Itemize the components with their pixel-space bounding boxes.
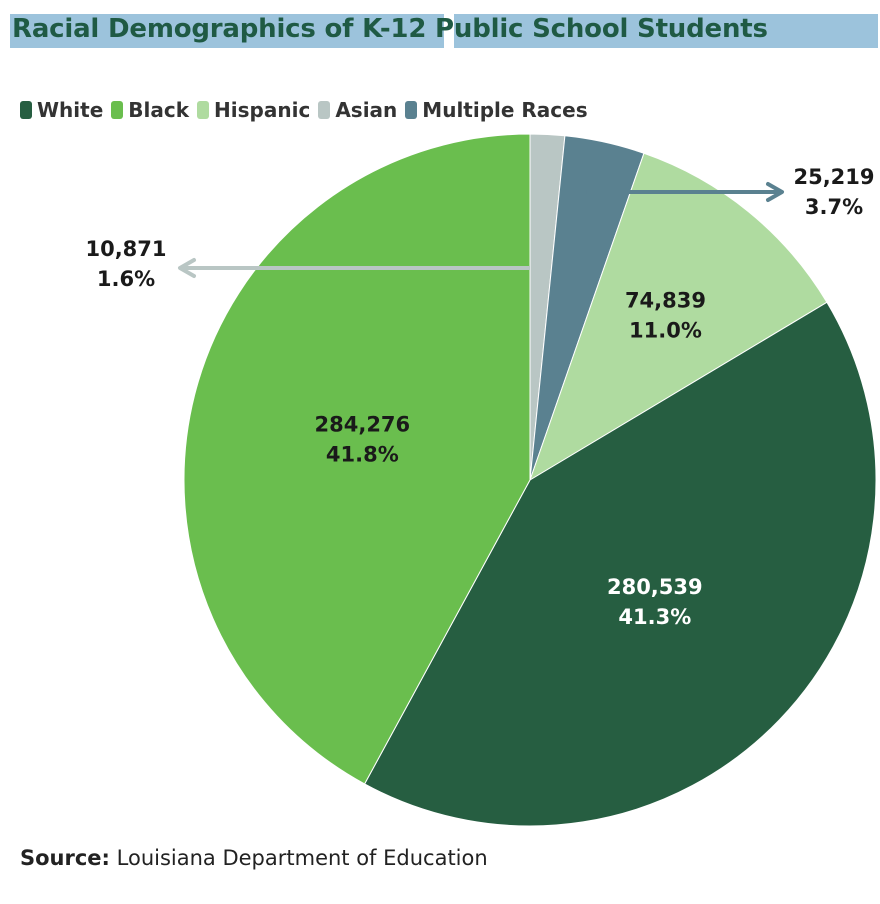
title-highlight-right xyxy=(454,14,878,48)
callout-arrowhead-asian xyxy=(178,258,196,278)
source-text: Louisiana Department of Education xyxy=(116,846,488,870)
legend-swatch-white xyxy=(20,101,32,119)
slice-labels: 10,871 1.6% 25,219 3.7% 74,839 11.0% 280,539 41… xyxy=(85,165,874,629)
pie-slice-white xyxy=(363,301,877,827)
legend-swatch-multiple-races xyxy=(405,101,418,119)
slice-value-label-multiple-races: 25,219 xyxy=(793,165,874,189)
legend-swatch-black xyxy=(111,101,124,119)
chart-title-area: Racial Demographics of K-12 Public Schoo… xyxy=(10,12,878,50)
legend-label-asian: Asian xyxy=(335,98,398,122)
source-note: Source: Louisiana Department of Educatio… xyxy=(20,846,488,870)
slice-percent-label-hispanic: 11.0% xyxy=(629,319,702,343)
legend-item-asian: Asian xyxy=(318,98,397,122)
legend-item-multiple-races: Multiple Races xyxy=(405,98,588,122)
callout-arrows xyxy=(178,182,784,278)
title-highlight-left xyxy=(10,14,444,48)
slice-value-label-white: 280,539 xyxy=(607,575,703,599)
slice-label-multiple-races: 25,219 3.7% xyxy=(793,165,874,219)
legend-label-black: Black xyxy=(128,98,190,122)
legend-label-white: White xyxy=(37,98,104,122)
callout-arrowhead-multiple-races xyxy=(766,182,784,202)
chart-legend: White Black Hispanic Asian Multiple Race… xyxy=(20,98,596,122)
legend-item-black: Black xyxy=(111,98,189,122)
source-label: Source: xyxy=(20,846,110,870)
slice-label-hispanic: 74,839 11.0% xyxy=(625,289,706,343)
slice-label-asian: 10,871 1.6% xyxy=(85,237,166,291)
slice-label-white: 280,539 41.3% xyxy=(607,575,703,629)
legend-swatch-hispanic xyxy=(197,101,210,119)
legend-label-hispanic: Hispanic xyxy=(214,98,311,122)
pie-chart: 10,871 1.6% 25,219 3.7% 74,839 11.0% 280,539 41… xyxy=(85,133,877,827)
chart-title: Racial Demographics of K-12 Public Schoo… xyxy=(12,14,768,44)
slice-value-label-hispanic: 74,839 xyxy=(625,289,706,313)
slice-percent-label-black: 41.8% xyxy=(326,442,399,466)
pie-slice-black xyxy=(183,133,531,785)
legend-swatch-asian xyxy=(318,101,331,119)
slice-percent-label-asian: 1.6% xyxy=(97,267,155,291)
slice-value-label-black: 284,276 xyxy=(315,412,411,436)
legend-item-white: White xyxy=(20,98,103,122)
pie-slice-hispanic xyxy=(529,152,828,482)
legend-label-multiple-races: Multiple Races xyxy=(422,98,588,122)
slice-percent-label-multiple-races: 3.7% xyxy=(805,195,863,219)
slice-label-black: 284,276 41.8% xyxy=(315,412,411,466)
legend-item-hispanic: Hispanic xyxy=(197,98,310,122)
slice-value-label-asian: 10,871 xyxy=(85,237,166,261)
slice-percent-label-white: 41.3% xyxy=(618,605,691,629)
pie-slices xyxy=(183,133,877,827)
